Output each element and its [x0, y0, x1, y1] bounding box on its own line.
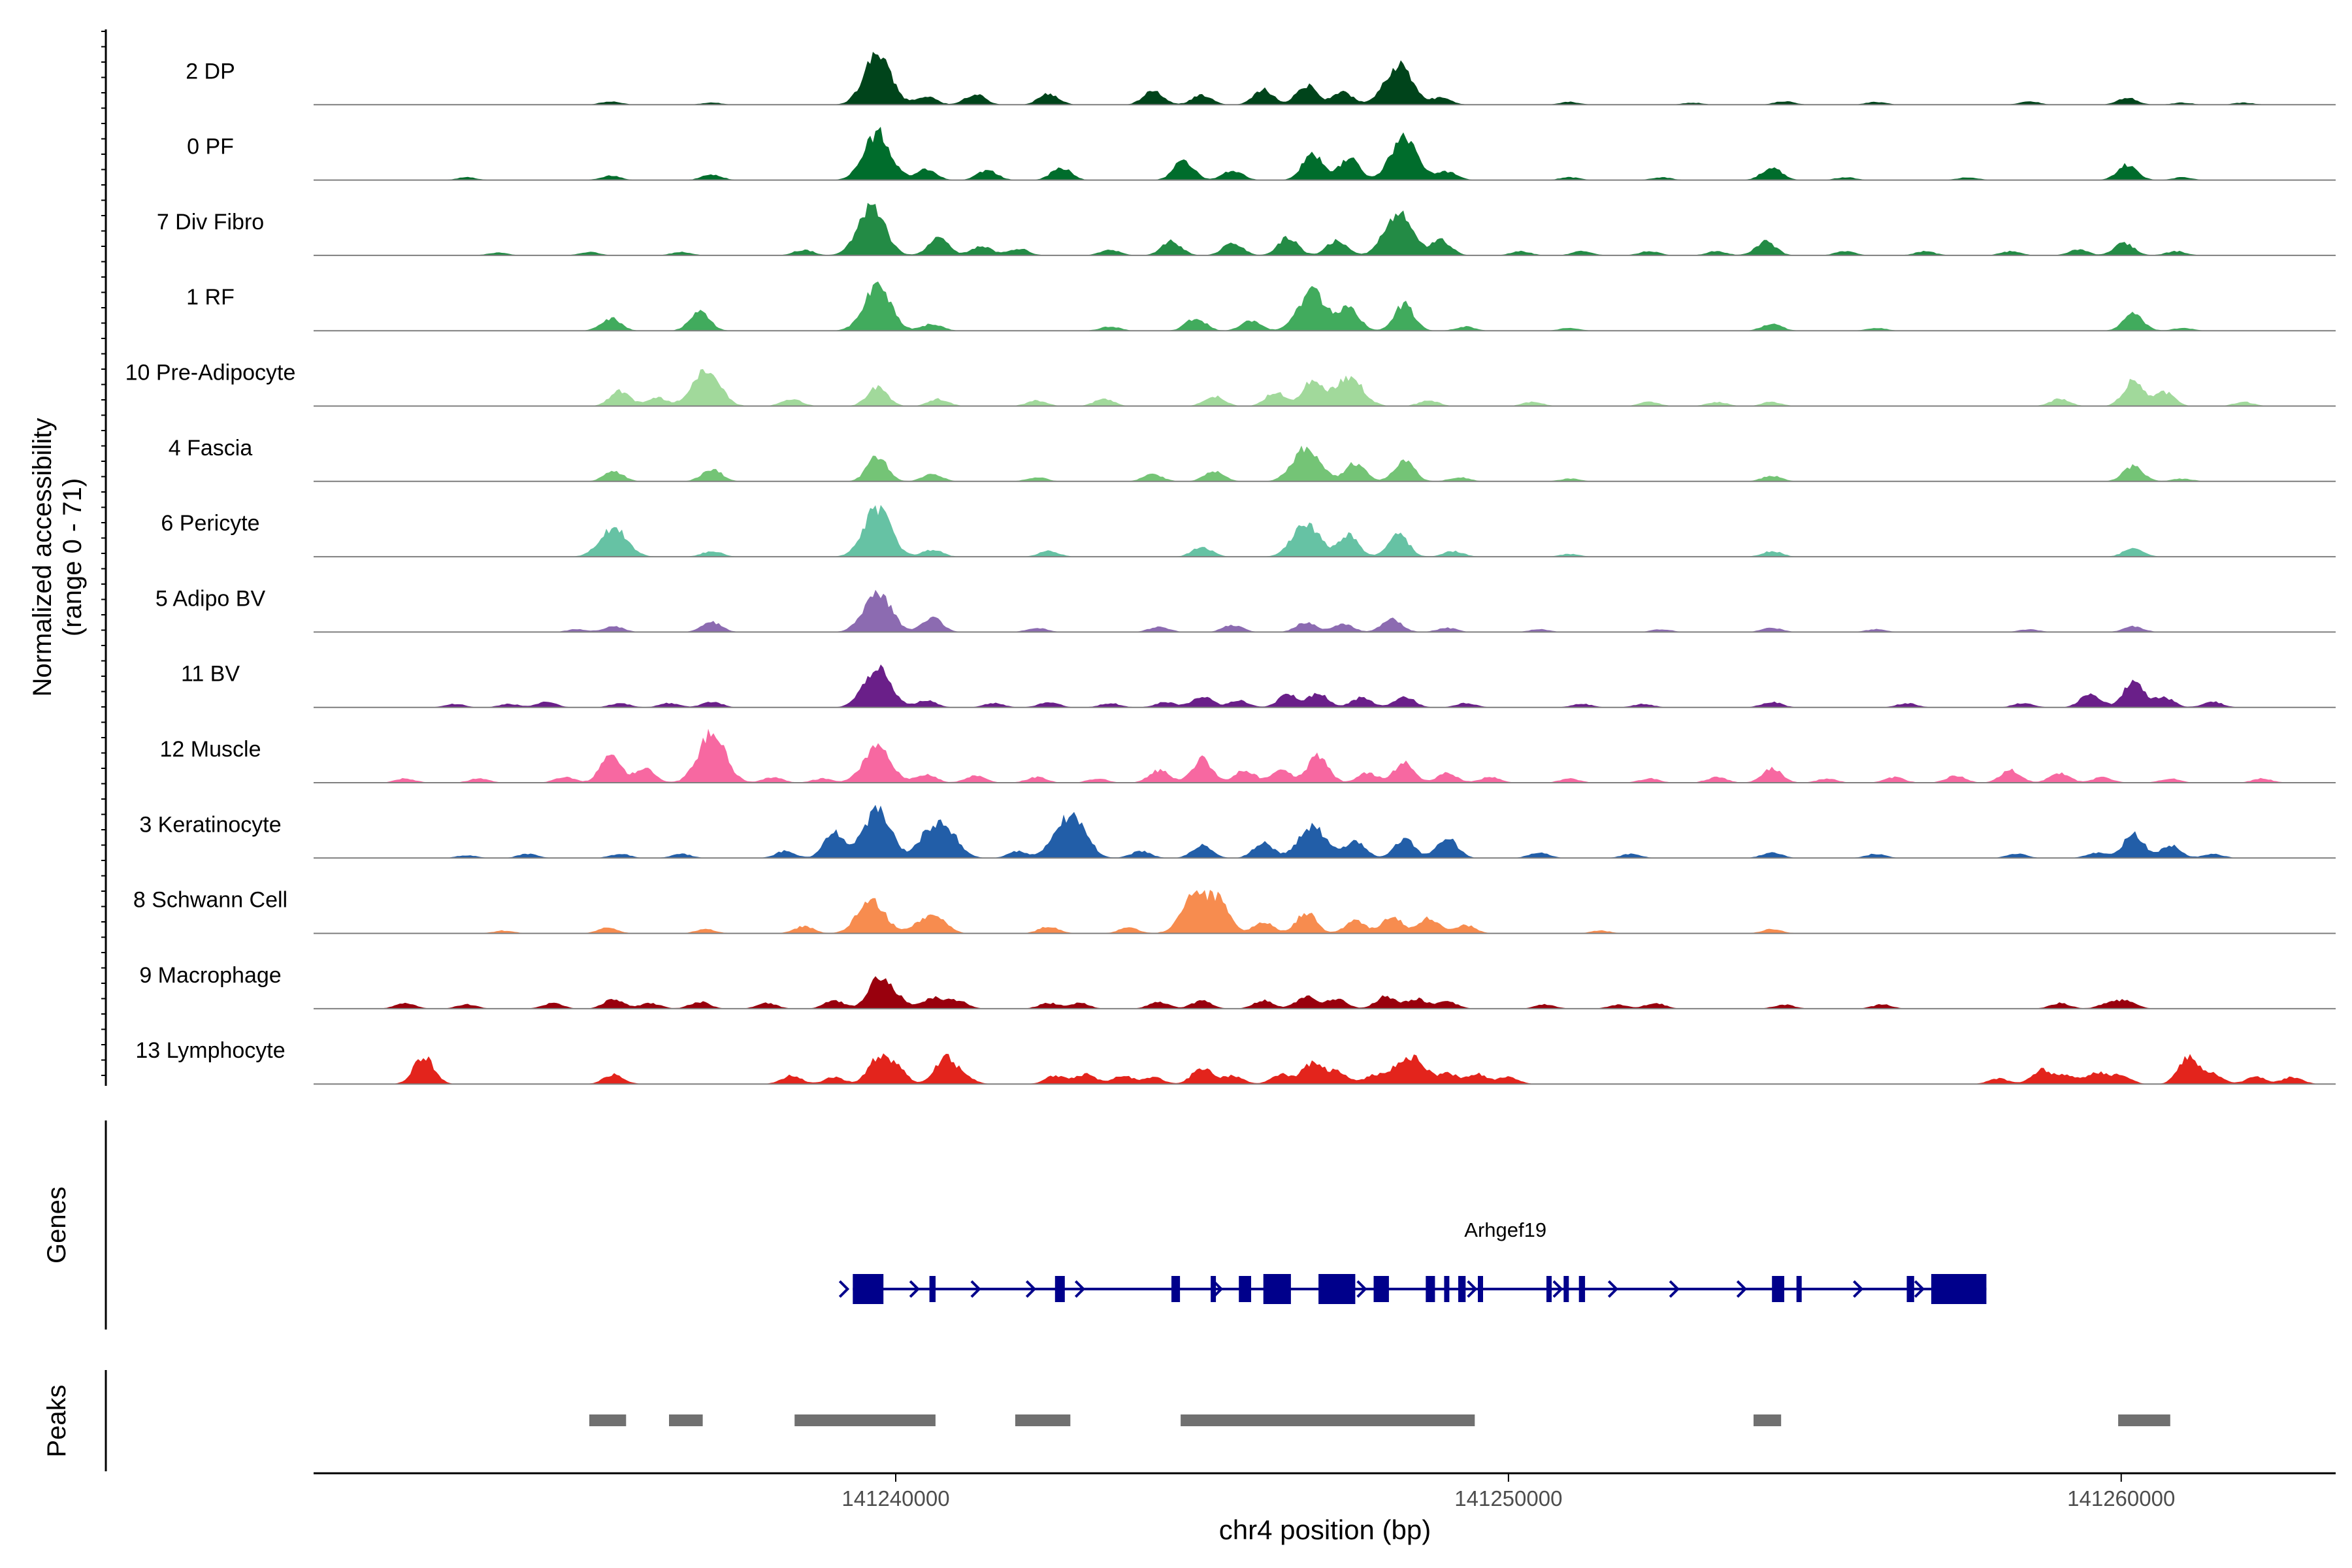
track-4: 1 RF	[186, 281, 2336, 332]
track-2: 0 PF	[187, 127, 2336, 181]
strand-arrow	[970, 1280, 981, 1298]
coverage-area-8	[314, 589, 2336, 632]
gene-exon	[1239, 1276, 1251, 1302]
gene-exon	[1546, 1276, 1552, 1302]
track-label-3: 7 Div Fibro	[157, 210, 264, 235]
peak-region	[794, 1414, 936, 1426]
gene-exon	[1318, 1274, 1356, 1304]
track-label-13: 9 Macrophage	[139, 963, 281, 988]
gene-exon	[1906, 1276, 1914, 1302]
coverage-area-10	[314, 728, 2336, 783]
strand-arrow	[1552, 1280, 1563, 1298]
gene-exon	[1211, 1276, 1217, 1302]
gene-exon	[1931, 1274, 1987, 1304]
strand-arrow	[1607, 1280, 1619, 1298]
strand-arrow	[1914, 1280, 1925, 1298]
track-8: 5 Adipo BV	[155, 586, 2336, 633]
strand-arrow	[1669, 1280, 1680, 1298]
track-label-4: 1 RF	[186, 285, 235, 310]
coverage-area-2	[314, 127, 2336, 180]
track-label-8: 5 Adipo BV	[155, 586, 266, 611]
gene-exon	[1054, 1276, 1065, 1302]
track-3: 7 Div Fibro	[157, 203, 2336, 256]
gene-exon	[1263, 1274, 1291, 1304]
track-label-12: 8 Schwann Cell	[133, 888, 287, 913]
track-5: 10 Pre-Adipocyte	[125, 361, 2336, 407]
gene-exon	[1578, 1276, 1586, 1302]
track-1: 2 DP	[186, 52, 2336, 106]
gene-exon	[853, 1274, 884, 1304]
coverage-area-11	[314, 804, 2336, 858]
peak-region	[1015, 1414, 1071, 1426]
gene-exon	[1426, 1276, 1435, 1302]
x-tick-label: 141260000	[2067, 1486, 2175, 1511]
coverage-area-9	[314, 664, 2336, 708]
track-6: 4 Fascia	[169, 436, 2336, 482]
track-label-11: 3 Keratinocyte	[139, 812, 281, 837]
track-label-2: 0 PF	[187, 135, 234, 159]
strand-arrow	[1025, 1280, 1037, 1298]
track-label-7: 6 Pericyte	[161, 511, 259, 536]
coverage-area-13	[314, 976, 2336, 1009]
genes-panel-label: Genes	[42, 1186, 71, 1264]
coverage-area-5	[314, 368, 2336, 406]
coverage-area-14	[314, 1053, 2336, 1085]
x-axis-label: chr4 position (bp)	[1219, 1514, 1431, 1545]
coverage-tracks: 2 DP 0 PF 7 Div Fibro 1 RF 10 Pre-Adipocyte 4…	[125, 52, 2336, 1085]
strand-arrow	[1736, 1280, 1748, 1298]
track-12: 8 Schwann Cell	[133, 888, 2336, 934]
track-label-6: 4 Fascia	[169, 436, 253, 461]
gene-exon	[1171, 1276, 1181, 1302]
coverage-area-6	[314, 446, 2336, 482]
y-axis-range-label: (range 0 - 71)	[58, 478, 87, 636]
strand-arrow	[838, 1280, 850, 1298]
gene-name-label: Arhgef19	[1464, 1218, 1546, 1241]
track-label-1: 2 DP	[186, 59, 235, 84]
x-axis-ticks: 141240000 141250000 141260000	[841, 1473, 2175, 1511]
coverage-area-1	[314, 52, 2336, 105]
strand-arrow	[1212, 1280, 1224, 1298]
gene-exon	[929, 1276, 936, 1302]
track-11: 3 Keratinocyte	[139, 804, 2336, 859]
y-axis-ticks	[101, 31, 106, 1076]
gene-exon	[1458, 1276, 1466, 1302]
track-13: 9 Macrophage	[139, 963, 2336, 1009]
track-7: 6 Pericyte	[161, 504, 2336, 558]
gene-exon	[1444, 1276, 1450, 1302]
track-9: 11 BV	[181, 662, 2336, 708]
track-14: 13 Lymphocyte	[135, 1038, 2336, 1085]
peak-region	[1181, 1414, 1475, 1426]
coverage-area-4	[314, 281, 2336, 331]
gene-exon	[1772, 1276, 1784, 1302]
peak-region	[589, 1414, 627, 1426]
coverage-area-3	[314, 203, 2336, 255]
strand-arrow	[1074, 1280, 1086, 1298]
gene-exon	[1796, 1276, 1802, 1302]
coverage-area-12	[314, 890, 2336, 934]
coverage-area-7	[314, 504, 2336, 557]
gene-exon	[1478, 1276, 1483, 1302]
gene-exon	[1563, 1276, 1569, 1302]
peak-region	[669, 1414, 703, 1426]
strand-arrow	[1356, 1280, 1367, 1298]
peak-region	[2118, 1414, 2170, 1426]
strand-arrow	[909, 1280, 920, 1298]
gene-exon	[1373, 1276, 1389, 1302]
peaks-panel-label: Peaks	[42, 1384, 71, 1457]
track-label-9: 11 BV	[181, 662, 240, 687]
peak-regions	[589, 1414, 2170, 1426]
track-10: 12 Muscle	[160, 728, 2336, 783]
track-label-10: 12 Muscle	[160, 737, 261, 762]
peak-region	[1754, 1414, 1782, 1426]
track-label-14: 13 Lymphocyte	[135, 1038, 285, 1063]
track-label-5: 10 Pre-Adipocyte	[125, 361, 296, 385]
strand-arrow	[1853, 1280, 1864, 1298]
x-tick-label: 141250000	[1454, 1486, 1562, 1511]
strand-arrow	[1467, 1280, 1478, 1298]
x-tick-label: 141240000	[841, 1486, 949, 1511]
y-axis-label: Normalized accessibility	[28, 418, 57, 697]
gene-model	[838, 1274, 1987, 1304]
